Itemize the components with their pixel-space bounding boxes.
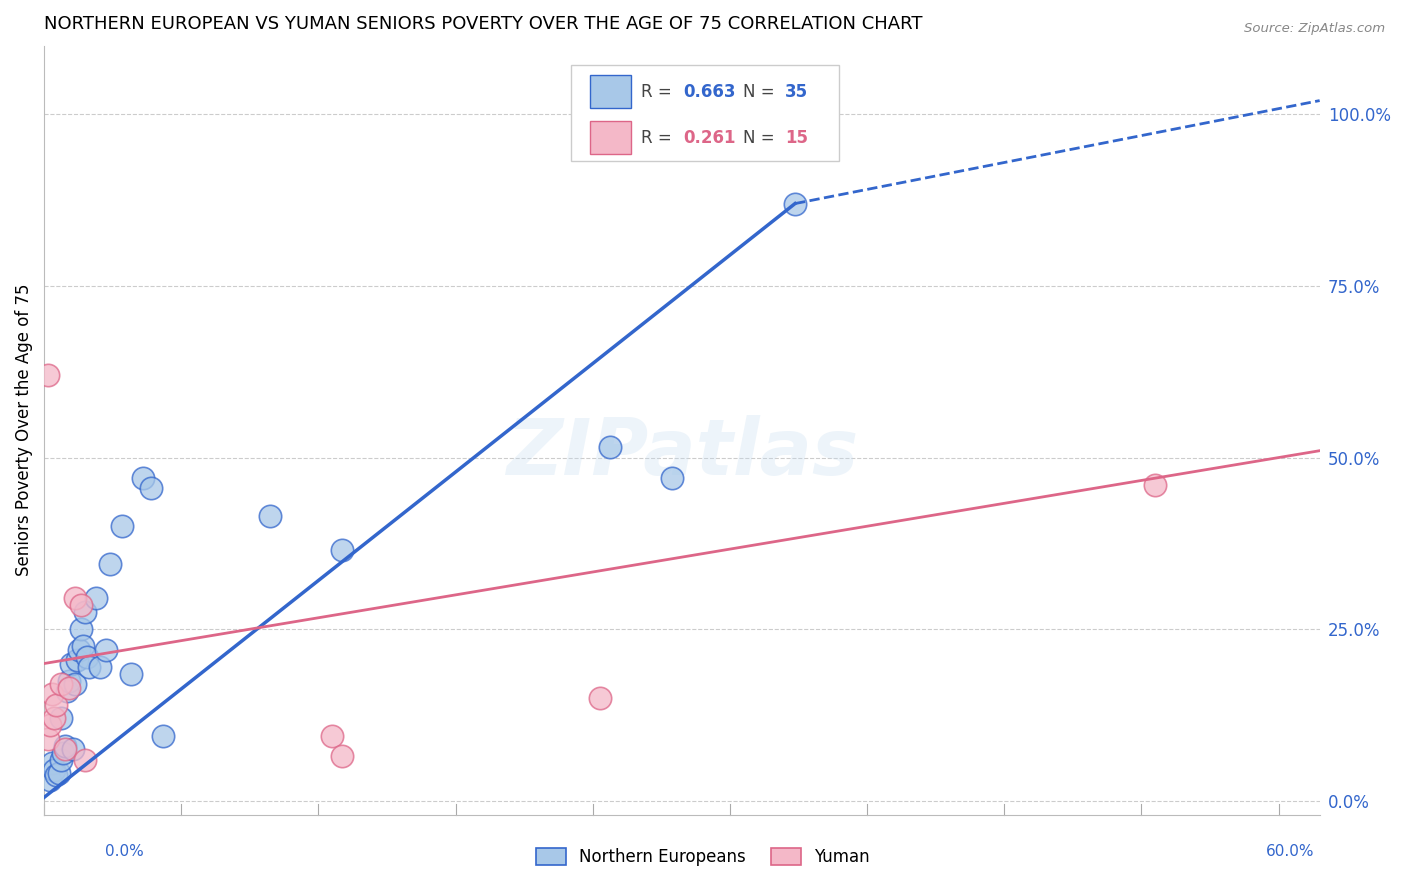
- Point: [120, 666, 142, 681]
- Point: [37, 368, 59, 383]
- Text: 60.0%: 60.0%: [1267, 845, 1315, 859]
- Point: [79, 660, 101, 674]
- Point: [588, 690, 610, 705]
- Point: [70, 622, 93, 636]
- Point: [1144, 478, 1167, 492]
- Point: [58, 681, 80, 695]
- Point: [89, 660, 111, 674]
- Point: [75, 605, 97, 619]
- Point: [41, 756, 63, 770]
- Text: 35: 35: [785, 83, 808, 101]
- Text: ZIPatlas: ZIPatlas: [506, 415, 858, 491]
- Text: 0.663: 0.663: [683, 83, 735, 101]
- Legend: Northern Europeans, Yuman: Northern Europeans, Yuman: [529, 841, 877, 873]
- Point: [44, 763, 66, 777]
- Point: [45, 768, 67, 782]
- Point: [66, 653, 89, 667]
- Point: [72, 640, 94, 654]
- Point: [661, 471, 683, 485]
- Point: [111, 519, 134, 533]
- Point: [599, 440, 621, 454]
- Point: [63, 677, 86, 691]
- Point: [53, 739, 76, 753]
- Point: [49, 677, 72, 691]
- Point: [49, 753, 72, 767]
- Point: [70, 598, 93, 612]
- Point: [52, 746, 75, 760]
- Text: N =: N =: [744, 128, 780, 146]
- Point: [48, 766, 70, 780]
- Point: [37, 732, 59, 747]
- FancyBboxPatch shape: [591, 76, 631, 108]
- Point: [132, 471, 155, 485]
- Point: [67, 642, 90, 657]
- FancyBboxPatch shape: [591, 121, 631, 153]
- Point: [49, 711, 72, 725]
- FancyBboxPatch shape: [571, 65, 839, 161]
- Text: Source: ZipAtlas.com: Source: ZipAtlas.com: [1244, 22, 1385, 36]
- Point: [259, 508, 281, 523]
- Point: [332, 543, 354, 558]
- Point: [98, 557, 121, 571]
- Point: [39, 773, 62, 788]
- Text: 0.261: 0.261: [683, 128, 735, 146]
- Point: [59, 657, 82, 671]
- Text: 15: 15: [785, 128, 808, 146]
- Point: [152, 729, 174, 743]
- Text: N =: N =: [744, 83, 780, 101]
- Point: [76, 649, 98, 664]
- Point: [94, 642, 117, 657]
- Point: [84, 591, 107, 606]
- Point: [63, 591, 86, 606]
- Point: [332, 749, 354, 764]
- Point: [45, 698, 67, 712]
- Point: [321, 729, 343, 743]
- Text: R =: R =: [641, 128, 678, 146]
- Text: R =: R =: [641, 83, 678, 101]
- Point: [139, 482, 162, 496]
- Point: [55, 684, 77, 698]
- Text: 0.0%: 0.0%: [105, 845, 145, 859]
- Point: [62, 742, 84, 756]
- Point: [53, 742, 76, 756]
- Point: [75, 753, 97, 767]
- Point: [44, 711, 66, 725]
- Point: [783, 196, 806, 211]
- Point: [41, 687, 63, 701]
- Point: [39, 718, 62, 732]
- Text: NORTHERN EUROPEAN VS YUMAN SENIORS POVERTY OVER THE AGE OF 75 CORRELATION CHART: NORTHERN EUROPEAN VS YUMAN SENIORS POVER…: [44, 15, 922, 33]
- Point: [58, 673, 80, 688]
- Y-axis label: Seniors Poverty Over the Age of 75: Seniors Poverty Over the Age of 75: [15, 284, 32, 576]
